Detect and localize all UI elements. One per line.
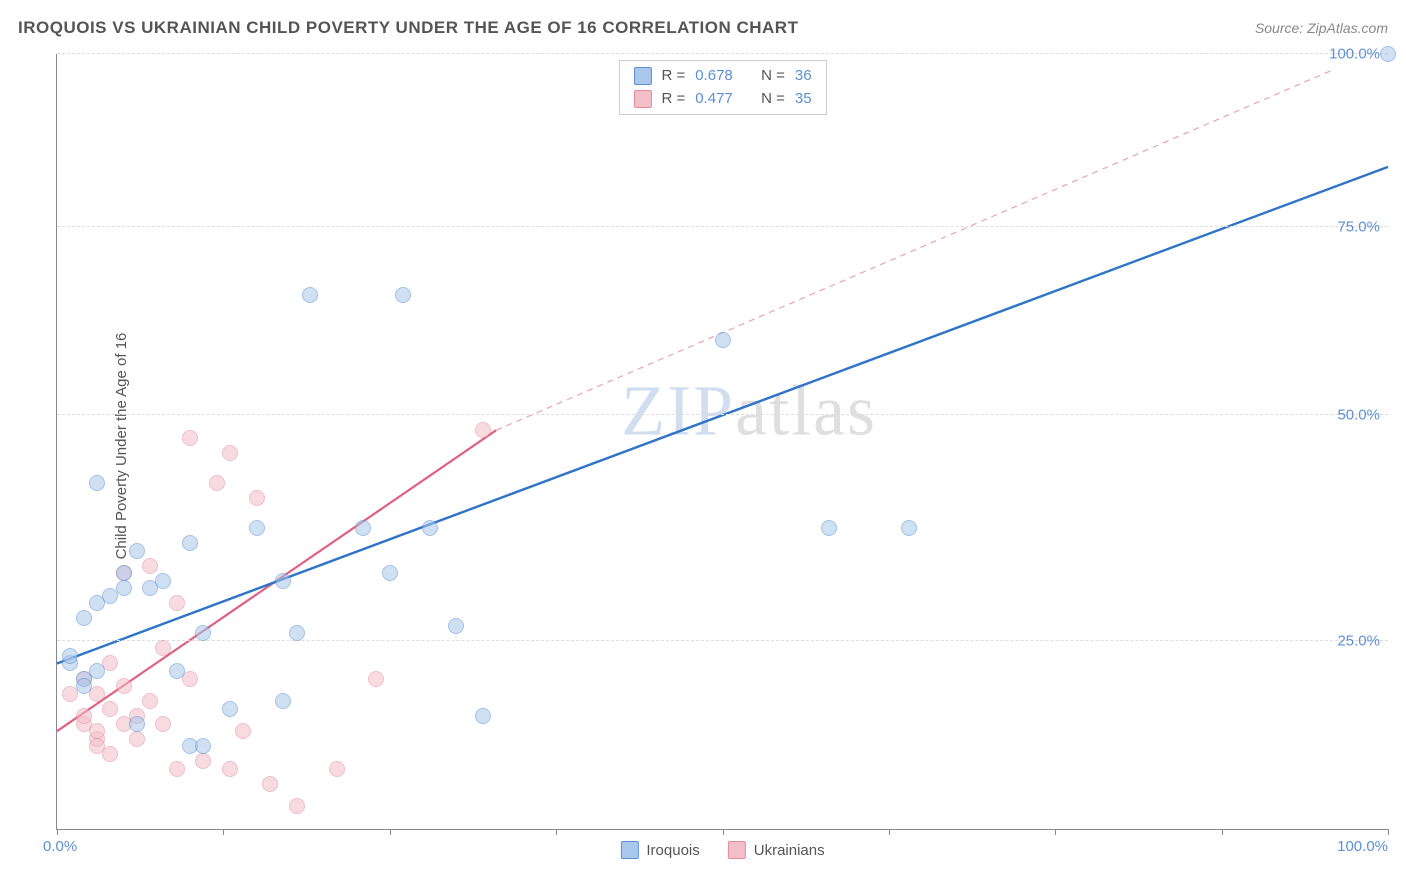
n-value-ukrainians: 35: [795, 88, 812, 111]
x-tick: [889, 829, 890, 835]
data-point: [262, 776, 278, 792]
stats-row-ukrainians: R = 0.477 N = 35: [633, 88, 811, 111]
data-point: [249, 520, 265, 536]
r-label: R =: [661, 88, 685, 111]
data-point: [142, 693, 158, 709]
data-point: [182, 535, 198, 551]
data-point: [289, 625, 305, 641]
data-point: [422, 520, 438, 536]
x-tick: [1388, 829, 1389, 835]
data-point: [102, 701, 118, 717]
data-point: [275, 693, 291, 709]
legend-swatch-iroquois: [620, 841, 638, 859]
correlation-stats-box: R = 0.678 N = 36 R = 0.477 N = 35: [618, 60, 826, 115]
stats-row-iroquois: R = 0.678 N = 36: [633, 65, 811, 88]
legend-item-ukrainians: Ukrainians: [728, 841, 825, 859]
gridline-h: [57, 414, 1388, 415]
y-tick-label: 25.0%: [1337, 632, 1380, 649]
data-point: [89, 475, 105, 491]
r-value-ukrainians: 0.477: [695, 88, 733, 111]
data-point: [302, 287, 318, 303]
trend-lines-layer: [57, 54, 1388, 829]
data-point: [169, 663, 185, 679]
x-axis-min-label: 0.0%: [43, 838, 77, 855]
y-tick-label: 75.0%: [1337, 219, 1380, 236]
x-tick: [57, 829, 58, 835]
data-point: [195, 753, 211, 769]
x-tick: [1055, 829, 1056, 835]
data-point: [129, 716, 145, 732]
legend-label-ukrainians: Ukrainians: [754, 842, 825, 859]
data-point: [169, 595, 185, 611]
data-point: [62, 648, 78, 664]
data-point: [329, 761, 345, 777]
data-point: [169, 761, 185, 777]
gridline-h: [57, 53, 1388, 54]
data-point: [275, 573, 291, 589]
swatch-iroquois: [633, 67, 651, 85]
x-tick: [390, 829, 391, 835]
legend-swatch-ukrainians: [728, 841, 746, 859]
legend-label-iroquois: Iroquois: [646, 842, 699, 859]
y-tick-label: 100.0%: [1329, 46, 1380, 63]
data-point: [222, 445, 238, 461]
data-point: [289, 798, 305, 814]
data-point: [235, 723, 251, 739]
data-point: [155, 573, 171, 589]
x-tick: [723, 829, 724, 835]
n-value-iroquois: 36: [795, 65, 812, 88]
x-tick: [223, 829, 224, 835]
data-point: [715, 332, 731, 348]
data-point: [155, 640, 171, 656]
data-point: [448, 618, 464, 634]
gridline-h: [57, 640, 1388, 641]
data-point: [116, 580, 132, 596]
swatch-ukrainians: [633, 90, 651, 108]
y-tick-label: 50.0%: [1337, 407, 1380, 424]
legend-item-iroquois: Iroquois: [620, 841, 699, 859]
data-point: [102, 746, 118, 762]
data-point: [155, 716, 171, 732]
source-prefix: Source:: [1255, 20, 1307, 36]
data-point: [89, 663, 105, 679]
data-point: [222, 701, 238, 717]
data-point: [395, 287, 411, 303]
n-label: N =: [761, 88, 785, 111]
data-point: [1380, 46, 1396, 62]
data-point: [821, 520, 837, 536]
data-point: [76, 678, 92, 694]
data-point: [368, 671, 384, 687]
data-point: [76, 610, 92, 626]
data-point: [89, 723, 105, 739]
n-label: N =: [761, 65, 785, 88]
r-label: R =: [661, 65, 685, 88]
data-point: [475, 422, 491, 438]
data-point: [76, 708, 92, 724]
data-point: [182, 430, 198, 446]
gridline-h: [57, 226, 1388, 227]
data-point: [116, 565, 132, 581]
x-tick: [1222, 829, 1223, 835]
source-attribution: Source: ZipAtlas.com: [1255, 20, 1388, 36]
data-point: [475, 708, 491, 724]
data-point: [382, 565, 398, 581]
plot-area: ZIPatlas R = 0.678 N = 36 R = 0.477 N = …: [56, 54, 1388, 830]
data-point: [129, 543, 145, 559]
data-point: [249, 490, 265, 506]
data-point: [901, 520, 917, 536]
x-axis-max-label: 100.0%: [1337, 838, 1388, 855]
data-point: [195, 625, 211, 641]
data-point: [222, 761, 238, 777]
source-name: ZipAtlas.com: [1307, 20, 1388, 36]
data-point: [195, 738, 211, 754]
data-point: [116, 678, 132, 694]
data-point: [209, 475, 225, 491]
legend: Iroquois Ukrainians: [620, 841, 824, 859]
data-point: [142, 558, 158, 574]
x-tick: [556, 829, 557, 835]
data-point: [129, 731, 145, 747]
chart-title: IROQUOIS VS UKRAINIAN CHILD POVERTY UNDE…: [18, 18, 798, 38]
data-point: [355, 520, 371, 536]
r-value-iroquois: 0.678: [695, 65, 733, 88]
